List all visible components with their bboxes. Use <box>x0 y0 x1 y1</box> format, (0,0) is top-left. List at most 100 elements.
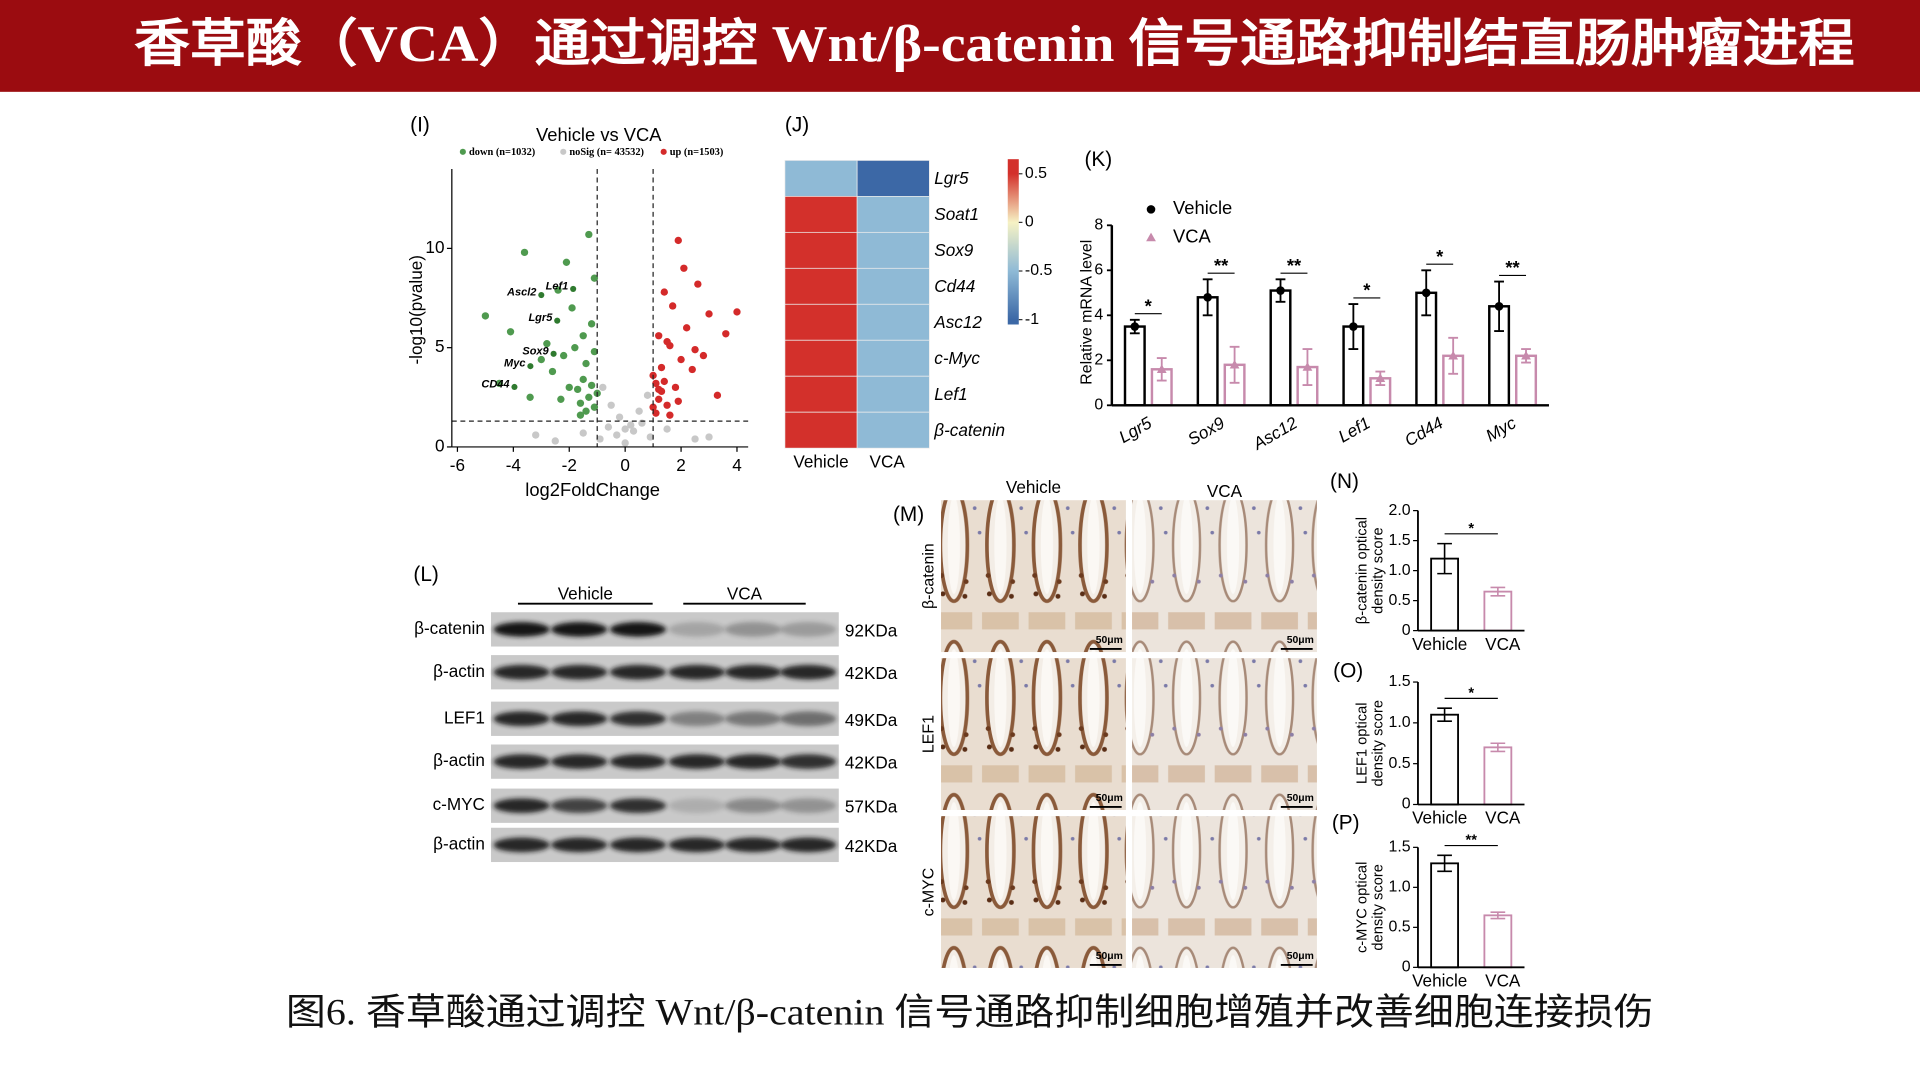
column-label: VCA <box>870 451 906 471</box>
row-label: LEF1 <box>921 715 938 753</box>
data-point <box>677 355 685 364</box>
data-point <box>599 383 607 392</box>
data-point <box>694 280 702 288</box>
heatmap-cell <box>856 339 930 377</box>
blot-band <box>493 837 550 853</box>
data-point <box>596 435 604 443</box>
row-label: c-Myc <box>934 348 980 368</box>
data-point <box>621 439 629 447</box>
blot-band <box>780 664 837 680</box>
data-point <box>590 347 599 356</box>
x-tick-label: Vehicle <box>1412 634 1467 654</box>
blot-band <box>493 664 550 680</box>
heatmap-cell <box>856 196 930 233</box>
data-point <box>705 310 713 318</box>
y-tick-label: 0 <box>435 435 445 455</box>
bar <box>1123 325 1146 407</box>
significance-label: * <box>1363 280 1371 301</box>
scale-bar-label: 50μm <box>1287 793 1314 804</box>
data-point <box>621 425 629 433</box>
legend-marker <box>459 148 466 155</box>
data-point <box>579 429 587 437</box>
y-tick-label: 2.0 <box>1388 502 1410 519</box>
y-axis-label: c-MYC optical <box>1355 862 1371 953</box>
data-point <box>506 328 515 336</box>
figure-caption: 图6. 香草酸通过调控 Wnt/β-catenin 信号通路抑制细胞增殖并改善细… <box>286 992 1654 1033</box>
blot-band <box>780 798 837 814</box>
data-point <box>495 379 504 388</box>
data-point <box>554 286 562 294</box>
legend-marker <box>560 148 567 155</box>
y-tick-label: 0 <box>1402 959 1411 976</box>
bar <box>1483 590 1513 632</box>
data-point <box>627 421 635 429</box>
data-point <box>548 367 557 376</box>
data-point <box>682 324 691 332</box>
blot-band <box>668 711 725 727</box>
marker <box>1276 286 1285 295</box>
data-point <box>646 433 654 441</box>
blot-band <box>493 798 550 814</box>
blot-band <box>551 711 608 727</box>
y-tick-label: 2 <box>1094 352 1103 369</box>
y-axis-label: LEF1 optical <box>1355 702 1371 784</box>
marker <box>1302 362 1313 371</box>
marker <box>1375 373 1386 382</box>
panel-label: (P) <box>1332 812 1360 835</box>
data-point <box>582 359 590 368</box>
error-bar <box>1437 854 1452 873</box>
row-label: Lef1 <box>934 384 967 404</box>
y-tick-label: 10 <box>425 237 444 257</box>
protein-label: β-actin <box>433 661 485 681</box>
x-tick-label: Myc <box>1482 412 1520 445</box>
data-point <box>680 264 688 272</box>
legend-label: noSig (n= 43532) <box>569 147 644 158</box>
heatmap-cell <box>856 160 930 197</box>
data-point <box>691 345 699 354</box>
blot-band <box>780 711 837 727</box>
significance-label: ** <box>1466 833 1478 849</box>
blot-band <box>609 664 667 680</box>
data-point <box>562 258 571 266</box>
column-label: Vehicle <box>793 451 848 471</box>
data-point <box>655 332 663 340</box>
size-label: 42KDa <box>845 753 898 773</box>
x-tick-label: -6 <box>450 455 465 475</box>
y-axis-label: density score <box>1371 700 1387 787</box>
blot-band <box>780 837 837 853</box>
x-tick-label: 4 <box>732 455 742 475</box>
data-point <box>643 391 652 399</box>
x-tick-label: Cd44 <box>1401 413 1446 451</box>
heatmap-cell <box>856 267 930 305</box>
legend-label: Vehicle <box>1173 197 1232 218</box>
data-point <box>582 407 590 415</box>
gene-point <box>550 350 557 357</box>
chart-title: Vehicle vs VCA <box>536 124 662 145</box>
row-label: Cd44 <box>934 276 975 296</box>
blot-band <box>551 798 608 814</box>
y-axis-label: density score <box>1371 527 1387 614</box>
error-bar <box>1490 911 1506 920</box>
data-point <box>691 435 699 443</box>
heatmap-cell <box>784 411 858 449</box>
data-point <box>615 413 624 421</box>
group-label: Vehicle <box>558 584 613 604</box>
data-point <box>663 401 671 409</box>
data-point <box>526 393 534 401</box>
x-tick-label: -4 <box>506 455 522 475</box>
data-point <box>537 355 545 364</box>
blot-band <box>609 798 667 814</box>
y-tick-label: 1.5 <box>1388 839 1410 856</box>
marker <box>1349 322 1358 331</box>
data-point <box>481 312 490 320</box>
heatmap-cell <box>856 375 930 413</box>
data-point <box>674 397 682 405</box>
y-tick-label: 8 <box>1094 217 1103 234</box>
data-point <box>666 411 674 419</box>
data-point <box>713 391 722 399</box>
x-tick-label: -2 <box>562 455 577 475</box>
x-tick-label: Sox9 <box>1184 412 1228 449</box>
marker <box>1203 293 1212 302</box>
legend-marker <box>660 148 667 155</box>
size-label: 92KDa <box>845 620 898 640</box>
